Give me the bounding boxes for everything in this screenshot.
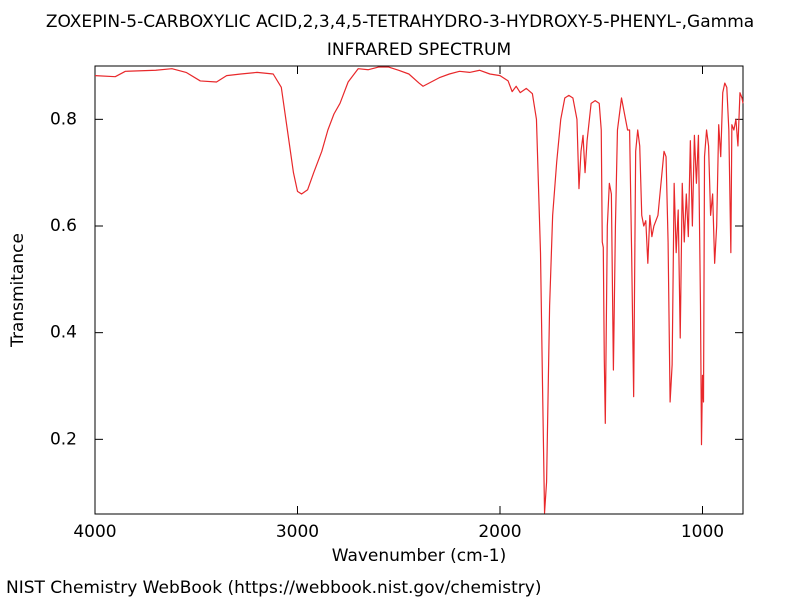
x-tick-label: 2000 (478, 522, 521, 542)
footer: NIST Chemistry WebBook (https://webbook.… (6, 578, 541, 598)
spectrum-line (94, 66, 744, 514)
plot-frame (94, 65, 744, 515)
x-axis-label: Wavenumber (cm-1) (332, 546, 507, 566)
y-tick-label: 0.6 (50, 216, 77, 236)
y-axis-label: Transmitance (8, 233, 28, 348)
x-tick-label: 3000 (276, 522, 319, 542)
chart-title: ZOXEPIN-5-CARBOXYLIC ACID,2,3,4,5-TETRAH… (46, 12, 754, 32)
x-tick-label: 4000 (73, 522, 116, 542)
y-tick-label: 0.2 (50, 429, 77, 449)
chart-subtitle: INFRARED SPECTRUM (327, 40, 511, 60)
y-tick-label: 0.8 (50, 109, 77, 129)
y-tick-label: 0.4 (50, 323, 77, 343)
x-tick-label: 1000 (681, 522, 724, 542)
